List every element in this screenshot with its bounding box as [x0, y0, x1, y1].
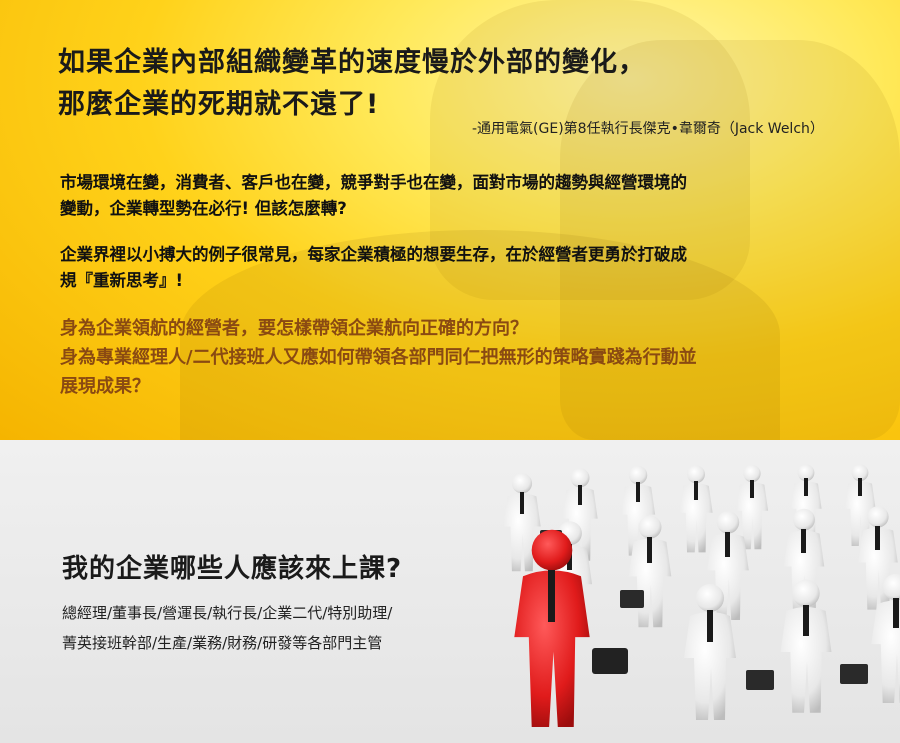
- audience-line-1: 總經理/董事長/營運長/執行長/企業二代/特別助理/: [62, 604, 393, 622]
- paragraph-line: 變動，企業轉型勢在必行! 但該怎麼轉?: [60, 199, 347, 218]
- paragraph-line: 市場環境在變，消費者、客戶也在變，競爭對手也在變，面對市場的趨勢與經營環境的: [60, 173, 687, 192]
- intro-paragraph-1: 市場環境在變，消費者、客戶也在變，競爭對手也在變，面對市場的趨勢與經營環境的 變…: [60, 170, 840, 222]
- question-line-3: 展現成果？: [60, 376, 150, 397]
- crowd-illustration: [503, 464, 900, 727]
- key-questions: 身為企業領航的經營者，要怎樣帶領企業航向正確的方向？ 身為專業經理人/二代接班人…: [60, 314, 850, 401]
- headline-line-1: 如果企業內部組織變革的速度慢於外部的變化，: [58, 47, 646, 78]
- paragraph-line: 企業界裡以小搏大的例子很常見，每家企業積極的想要生存，在於經營者更勇於打破成: [60, 245, 687, 264]
- audience-line-2: 菁英接班幹部/生產/業務/財務/研發等各部門主管: [62, 634, 383, 652]
- background-shade: [560, 40, 900, 440]
- audience-title: 我的企業哪些人應該來上課?: [62, 554, 403, 584]
- background-shade: [430, 0, 750, 300]
- background-shade: [180, 230, 780, 440]
- leader-tie: [548, 570, 555, 622]
- question-line-2: 身為專業經理人/二代接班人又應如何帶領各部門同仁把無形的策略實踐為行動並: [60, 347, 697, 368]
- headline-line-2: 那麼企業的死期就不遠了!: [58, 89, 380, 120]
- yellow-banner: [0, 0, 900, 440]
- intro-paragraph-2: 企業界裡以小搏大的例子很常見，每家企業積極的想要生存，在於經營者更勇於打破成 規…: [60, 242, 840, 294]
- headline-quote: 如果企業內部組織變革的速度慢於外部的變化， 那麼企業的死期就不遠了!: [58, 42, 838, 126]
- paragraph-line: 規『重新思考』!: [60, 271, 184, 290]
- red-leader-figure: [514, 529, 628, 727]
- question-line-1: 身為企業領航的經營者，要怎樣帶領企業航向正確的方向？: [60, 318, 528, 339]
- quote-attribution: -通用電氣(GE)第8任執行長傑克•韋爾奇（Jack Welch）: [472, 121, 824, 137]
- leader-briefcase: [592, 648, 628, 674]
- audience-list: 總經理/董事長/營運長/執行長/企業二代/特別助理/ 菁英接班幹部/生產/業務/…: [62, 598, 392, 658]
